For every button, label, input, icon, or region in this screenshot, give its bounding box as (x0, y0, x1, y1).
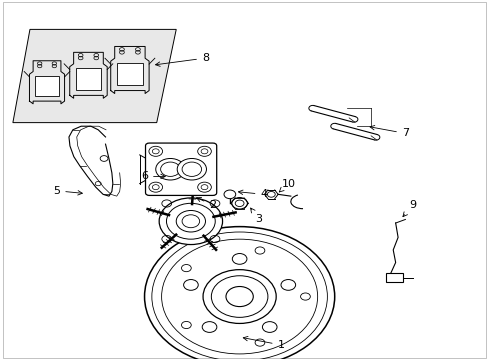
FancyBboxPatch shape (145, 143, 216, 195)
Circle shape (177, 158, 206, 180)
Text: 2: 2 (196, 198, 216, 210)
Text: 10: 10 (279, 179, 295, 192)
Polygon shape (35, 76, 59, 96)
Text: 9: 9 (402, 200, 415, 217)
Text: 1: 1 (243, 336, 284, 350)
Circle shape (149, 146, 162, 156)
Circle shape (149, 182, 162, 192)
Polygon shape (76, 68, 101, 90)
Polygon shape (13, 30, 176, 123)
Text: 4: 4 (238, 189, 267, 199)
Circle shape (197, 146, 211, 156)
Circle shape (156, 158, 184, 180)
Text: 5: 5 (53, 186, 82, 196)
Polygon shape (117, 63, 142, 85)
Text: 3: 3 (250, 208, 262, 224)
Circle shape (197, 182, 211, 192)
Text: 7: 7 (369, 126, 408, 138)
Text: 6: 6 (141, 171, 165, 181)
Circle shape (159, 198, 222, 244)
Text: 8: 8 (155, 53, 209, 66)
Bar (385, 273, 402, 282)
